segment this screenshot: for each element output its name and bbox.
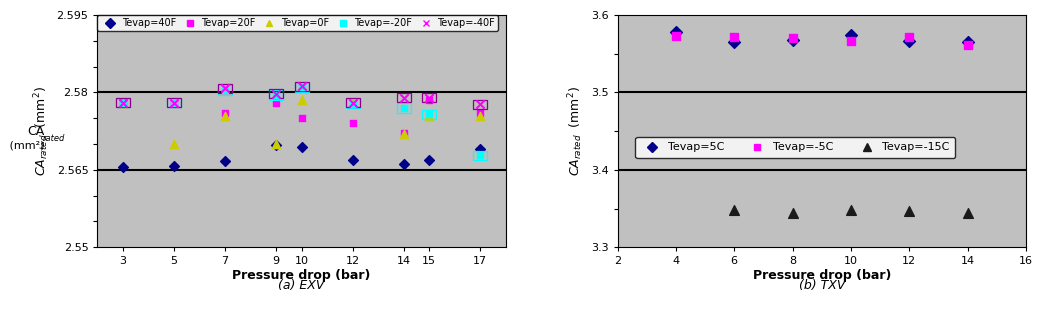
Point (166, 100, 183, 105)
Text: (a) EXV: (a) EXV (279, 279, 325, 292)
Point (217, 86, 234, 91)
Point (396, 106, 412, 111)
Bar (167, 98, 181, 107)
Point (959, 42, 976, 47)
Bar (346, 99, 360, 108)
Point (166, 142, 183, 147)
Point (115, 100, 132, 105)
Bar (422, 109, 436, 119)
Point (726, 34, 742, 39)
Point (901, 208, 918, 213)
Point (843, 33, 859, 38)
Point (843, 38, 859, 43)
Bar (218, 84, 232, 93)
Point (267, 93, 284, 98)
Bar (473, 151, 488, 160)
Point (421, 98, 437, 103)
Point (472, 147, 489, 152)
Legend: Tevap=40F, Tevap=20F, Tevap=0F, Tevap=-20F, Tevap=-40F: Tevap=40F, Tevap=20F, Tevap=0F, Tevap=-2… (97, 15, 498, 31)
Point (217, 111, 234, 116)
Point (901, 34, 918, 39)
Point (115, 100, 132, 105)
Point (472, 102, 489, 107)
Bar (473, 100, 488, 109)
Point (115, 99, 132, 104)
Point (843, 208, 859, 213)
Point (267, 142, 284, 147)
Point (396, 130, 412, 135)
Point (293, 144, 310, 149)
Point (345, 101, 361, 107)
Point (166, 163, 183, 168)
X-axis label: Pressure drop (bar): Pressure drop (bar) (233, 269, 371, 282)
Point (421, 157, 437, 162)
Point (667, 34, 684, 39)
Y-axis label: $CA_{rated}$  (mm$^2$): $CA_{rated}$ (mm$^2$) (32, 86, 51, 176)
Point (217, 158, 234, 163)
Point (115, 165, 132, 170)
Point (293, 98, 310, 103)
Point (784, 211, 801, 216)
Point (421, 112, 437, 117)
Text: (b) TXV: (b) TXV (799, 279, 845, 292)
Text: rated: rated (43, 134, 65, 143)
Point (396, 161, 412, 166)
Y-axis label: $CA_{rated}$  (mm$^2$): $CA_{rated}$ (mm$^2$) (567, 86, 586, 176)
X-axis label: Pressure drop (bar): Pressure drop (bar) (753, 269, 891, 282)
Point (472, 153, 489, 158)
Point (726, 40, 742, 45)
Bar (116, 98, 129, 107)
Point (267, 100, 284, 105)
Point (726, 208, 742, 213)
Point (667, 29, 684, 35)
Bar (346, 98, 360, 107)
Point (901, 38, 918, 43)
Point (217, 113, 234, 118)
Point (166, 100, 183, 105)
Bar (397, 93, 410, 102)
Text: (mm²): (mm²) (6, 140, 44, 150)
Point (959, 211, 976, 216)
Point (345, 100, 361, 105)
Point (267, 91, 284, 96)
Point (267, 143, 284, 148)
Point (166, 100, 183, 105)
Point (784, 36, 801, 41)
Point (421, 113, 437, 118)
Point (472, 113, 489, 118)
Bar (294, 82, 309, 91)
Point (293, 85, 310, 90)
Point (784, 37, 801, 42)
Bar (269, 90, 283, 100)
Point (345, 100, 361, 105)
Bar (422, 93, 436, 102)
Point (396, 95, 412, 100)
Point (217, 87, 234, 93)
Point (345, 157, 361, 162)
Point (959, 40, 976, 45)
Point (421, 95, 437, 100)
Bar (397, 103, 410, 113)
Bar (116, 98, 129, 107)
Bar (269, 89, 283, 98)
Bar (167, 98, 181, 107)
Point (396, 131, 412, 136)
Text: CA: CA (27, 125, 44, 138)
Point (345, 121, 361, 126)
Bar (218, 85, 232, 94)
Point (293, 116, 310, 121)
Bar (294, 83, 309, 92)
Point (293, 84, 310, 89)
Point (115, 100, 132, 105)
Point (472, 111, 489, 116)
Legend: Tevap=5C, Tevap=-5C, Tevap=-15C: Tevap=5C, Tevap=-5C, Tevap=-15C (636, 137, 955, 158)
